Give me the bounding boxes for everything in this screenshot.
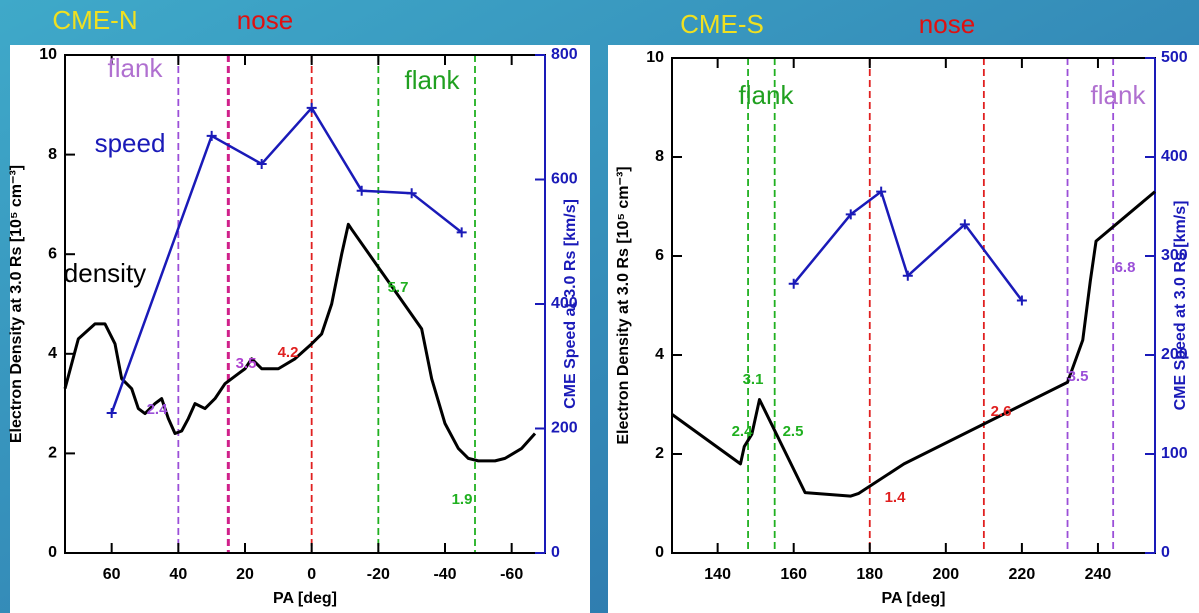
y2-axis-label: CME Speed at 3.0 Rs [km/s] xyxy=(1172,201,1189,411)
overlay-label: flank xyxy=(108,53,164,83)
y2-tick-label: 600 xyxy=(551,171,578,188)
y2-tick-label: 500 xyxy=(1161,49,1188,66)
speed-line xyxy=(792,190,1023,302)
y-tick-label: 8 xyxy=(655,148,664,165)
x-tick-label: -20 xyxy=(367,566,390,583)
x-tick-label: 160 xyxy=(780,566,807,583)
speed-marker xyxy=(902,270,913,281)
x-tick-label: 140 xyxy=(704,566,731,583)
annotation: 5.7 xyxy=(388,279,409,296)
x-tick-label: 40 xyxy=(169,566,187,583)
x-tick-label: 60 xyxy=(103,566,121,583)
overlay-label: flank xyxy=(405,65,461,95)
annotation: 3.5 xyxy=(1068,368,1089,385)
x-tick-label: -40 xyxy=(433,566,456,583)
y2-tick-label: 100 xyxy=(1161,445,1188,462)
speed-marker xyxy=(876,186,887,197)
y2-tick-label: 400 xyxy=(551,295,578,312)
y2-tick-label: 0 xyxy=(1161,544,1170,561)
annotation: 3.5 xyxy=(236,355,257,372)
y-tick-label: 6 xyxy=(48,245,57,262)
y-tick-label: 0 xyxy=(655,544,664,561)
density-line xyxy=(63,222,537,463)
y2-tick-label: 0 xyxy=(551,544,560,561)
x-axis-label: PA [deg] xyxy=(882,590,946,607)
y-tick-label: 4 xyxy=(48,345,57,362)
annotation: 1.9 xyxy=(452,491,473,508)
y-tick-label: 8 xyxy=(48,146,57,163)
series-label: speed xyxy=(95,128,166,158)
speed-marker xyxy=(845,209,856,220)
annotation: 2.5 xyxy=(783,423,804,440)
speed-marker xyxy=(456,227,467,238)
y-axis-label: Electron Density at 3.0 Rs [10⁵ cm⁻³] xyxy=(615,166,632,444)
x-tick-label: 20 xyxy=(236,566,254,583)
speed-marker xyxy=(356,185,367,196)
overlay-label: CME-N xyxy=(52,5,137,35)
speed-marker xyxy=(959,219,970,230)
annotation: 2.4 xyxy=(147,401,169,418)
y-axis-label: Electron Density at 3.0 Rs [10⁵ cm⁻³] xyxy=(8,165,25,443)
y2-tick-label: 400 xyxy=(1161,148,1188,165)
annotation: 2.4 xyxy=(732,423,754,440)
speed-marker xyxy=(206,130,217,141)
y-tick-label: 2 xyxy=(48,445,57,462)
y2-tick-label: 800 xyxy=(551,46,578,63)
speed-marker xyxy=(1016,295,1027,306)
y-tick-label: 2 xyxy=(655,445,664,462)
overlay-label: flank xyxy=(1091,80,1147,110)
annotation: 6.8 xyxy=(1115,259,1136,276)
y-tick-label: 4 xyxy=(655,346,664,363)
overlay-label: nose xyxy=(919,9,975,39)
speed-marker xyxy=(788,278,799,289)
y-tick-label: 10 xyxy=(646,49,664,66)
speed-marker xyxy=(106,407,117,418)
overlay-label: CME-S xyxy=(680,9,764,39)
speed-marker xyxy=(306,102,317,113)
x-tick-label: -60 xyxy=(500,566,523,583)
speed-marker xyxy=(406,188,417,199)
x-tick-label: 200 xyxy=(932,566,959,583)
y-tick-label: 6 xyxy=(655,247,664,264)
y2-axis-label: CME Speed at 3.0 Rs [km/s] xyxy=(562,199,579,409)
annotation: 3.1 xyxy=(743,371,764,388)
y-tick-label: 0 xyxy=(48,544,57,561)
y2-tick-label: 200 xyxy=(1161,346,1188,363)
annotation: 4.2 xyxy=(278,344,299,361)
overlay-label: flank xyxy=(739,80,795,110)
panel xyxy=(608,45,1199,613)
y-tick-label: 10 xyxy=(39,46,57,63)
y2-tick-label: 200 xyxy=(551,420,578,437)
x-tick-label: 240 xyxy=(1085,566,1112,583)
series-label: density xyxy=(64,258,146,288)
annotation: 1.4 xyxy=(885,489,907,506)
y2-tick-label: 300 xyxy=(1161,247,1188,264)
density-line xyxy=(671,190,1156,498)
annotation: 2.6 xyxy=(991,403,1012,420)
overlay-label: nose xyxy=(237,5,293,35)
speed-marker xyxy=(256,158,267,169)
x-tick-label: 180 xyxy=(856,566,883,583)
x-tick-label: 0 xyxy=(307,566,316,583)
x-axis-label: PA [deg] xyxy=(273,590,337,607)
x-tick-label: 220 xyxy=(1009,566,1036,583)
